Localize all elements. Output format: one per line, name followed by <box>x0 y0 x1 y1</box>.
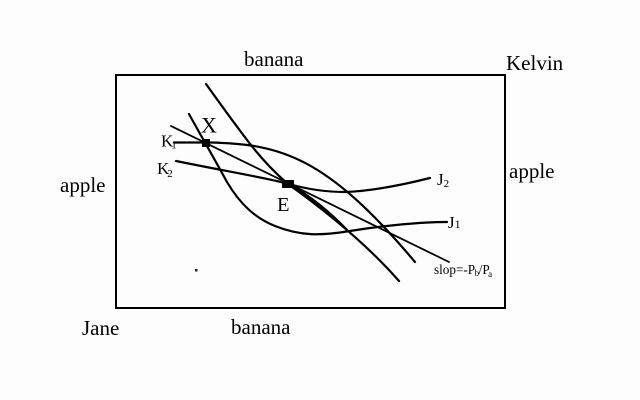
svg-text:apple: apple <box>509 159 554 183</box>
svg-text:K2: K2 <box>157 159 173 180</box>
svg-text:J1: J1 <box>448 213 461 232</box>
svg-text:E: E <box>277 194 290 216</box>
svg-text:apple: apple <box>60 173 105 197</box>
svg-text:Jane: Jane <box>82 316 119 340</box>
svg-text:K1: K1 <box>161 132 177 152</box>
svg-text:banana: banana <box>244 47 304 71</box>
svg-text:X: X <box>201 113 217 138</box>
svg-text:J2: J2 <box>437 170 449 190</box>
svg-text:banana: banana <box>231 315 291 339</box>
svg-text:slop=-Pb/Pa: slop=-Pb/Pa <box>434 262 492 279</box>
svg-text:Kelvin: Kelvin <box>506 51 564 75</box>
